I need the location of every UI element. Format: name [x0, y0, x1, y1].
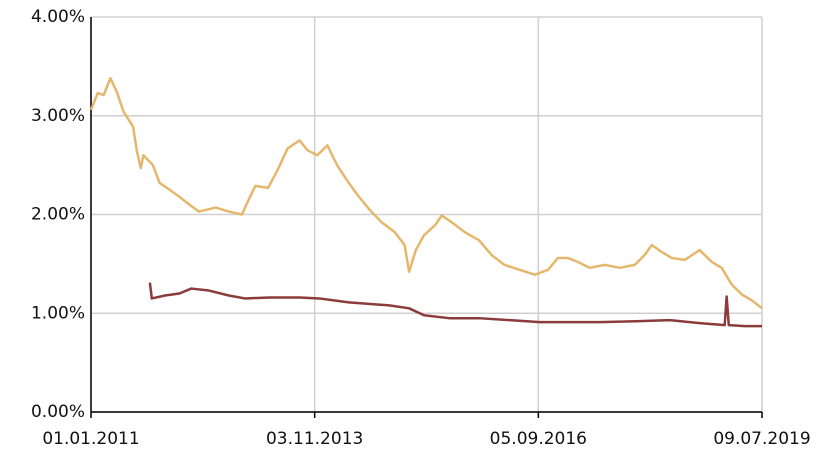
line-series [89, 76, 763, 310]
x-tick-label: 01.01.2011 [42, 429, 139, 449]
line-series [148, 282, 762, 328]
x-tick-label: 05.09.2016 [490, 429, 587, 449]
y-tick-label: 2.00% [31, 205, 85, 225]
y-tick-label: 3.00% [31, 106, 85, 126]
x-tick-label: 03.11.2013 [266, 429, 363, 449]
y-tick-label: 1.00% [31, 303, 85, 323]
y-tick-label: 0.00% [31, 402, 85, 422]
y-tick-label: 4.00% [31, 7, 85, 27]
x-tick-label: 09.07.2019 [713, 429, 810, 449]
